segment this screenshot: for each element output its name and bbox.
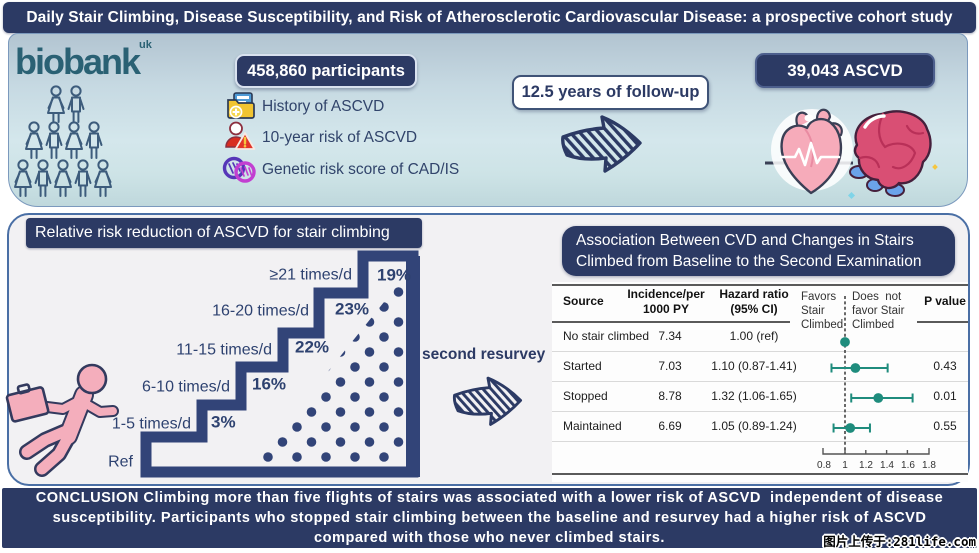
forest-label-favors: Favors Stair Climbed <box>801 291 844 331</box>
stair-step-value: 16% <box>252 375 286 394</box>
results-table: Source Incidence/per 1000 PY Hazard rati… <box>552 282 968 482</box>
row-separator <box>552 351 968 352</box>
row-incidence: 8.78 <box>658 389 682 403</box>
col-header-incidence-line2: 1000 PY <box>642 302 690 316</box>
forest-points <box>830 337 914 433</box>
resurvey-label: second resurvey <box>422 346 546 363</box>
row-incidence: 6.69 <box>658 419 682 433</box>
stair-step-label: ≥21 times/d <box>269 267 352 284</box>
conclusion-line: compared with those who never climbed st… <box>314 530 665 546</box>
briefcase-icon <box>5 383 50 423</box>
main-title-bar: Daily Stair Climbing, Disease Susceptibi… <box>3 2 976 33</box>
population-crowd-icon <box>14 85 112 197</box>
biobank-logo-uk: uk <box>139 39 152 51</box>
forest-label-does-not-favor: Does not favor Stair Climbed <box>852 291 905 331</box>
dna-icon <box>222 156 256 183</box>
medical-history-folder-icon <box>227 92 255 119</box>
stair-step-value: 23% <box>335 300 369 319</box>
forest-plot: 0.8 1 1.2 1.4 1.6 1.8 <box>817 296 936 471</box>
risk-item-label: Genetic risk score of CAD/IS <box>262 161 460 178</box>
conclusion-bar: CONCLUSION Climbing more than five fligh… <box>2 488 977 548</box>
outcome-count: 39,043 ASCVD <box>787 60 903 80</box>
stair-chart: Ref 1-5 times/d 6-10 times/d 11-15 times… <box>5 250 420 478</box>
axis-tick: 1.2 <box>859 460 873 471</box>
forest-axis <box>822 448 930 455</box>
table-panel-title-line2: Climbed from Baseline to the Second Exam… <box>576 253 922 270</box>
conclusion-line: susceptibility. Participants who stopped… <box>52 510 927 526</box>
row-source: No stair climbed <box>563 329 650 343</box>
row-source: Maintained <box>563 419 622 433</box>
stair-step-value: 19% <box>377 266 411 285</box>
table-top-rule <box>552 284 968 286</box>
runner-icon <box>5 363 119 477</box>
table-header-rule-right <box>917 321 968 323</box>
row-separator <box>552 411 968 412</box>
axis-tick: 0.8 <box>817 460 831 471</box>
axis-tick: 1.6 <box>901 460 915 471</box>
axis-tick: 1 <box>842 460 848 471</box>
participants-badge: 458,860 participants <box>235 54 417 88</box>
row-hazard: 1.05 (0.89-1.24) <box>711 419 797 433</box>
row-incidence: 7.03 <box>658 359 682 373</box>
participants-count: 458,860 participants <box>247 61 405 80</box>
table-panel-title: Association Between CVD and Changes in S… <box>562 226 955 276</box>
stairs-panel-title: Relative risk reduction of ASCVD for sta… <box>26 218 422 248</box>
conclusion-line: CONCLUSION Climbing more than five fligh… <box>35 490 944 506</box>
row-source: Started <box>563 359 602 373</box>
risk-item-label: History of ASCVD <box>262 98 385 115</box>
row-hazard: 1.10 (0.87-1.41) <box>711 359 797 373</box>
stair-step-value: 22% <box>295 338 329 357</box>
followup-duration: 12.5 years of follow-up <box>521 83 700 101</box>
row-source: Stopped <box>563 389 608 403</box>
main-title: Daily Stair Climbing, Disease Susceptibi… <box>26 8 953 26</box>
risk-item-label: 10-year risk of ASCVD <box>262 129 418 146</box>
col-header-source: Source <box>563 294 604 308</box>
heart-icon <box>779 108 843 195</box>
row-pvalue: 0.55 <box>933 419 957 433</box>
row-hazard: 1.00 (ref) <box>729 329 779 343</box>
patient-warning-icon <box>225 121 256 150</box>
col-header-incidence-line1: Incidence/per <box>627 287 705 301</box>
dots-area <box>247 271 409 472</box>
row-incidence: 7.34 <box>658 329 682 343</box>
row-separator <box>552 381 968 382</box>
row-separator <box>552 441 968 442</box>
outcome-badge: 39,043 ASCVD <box>755 53 935 88</box>
table-panel-title-line1: Association Between CVD and Changes in S… <box>576 232 914 249</box>
axis-tick: 1.8 <box>922 460 936 471</box>
table-bottom-rule <box>552 473 968 475</box>
axis-tick: 1.4 <box>880 460 894 471</box>
resurvey-arrow-icon <box>452 376 523 426</box>
followup-arrow-icon <box>561 115 642 173</box>
stair-ref-label: Ref <box>108 454 133 471</box>
stair-step-label: 1-5 times/d <box>112 416 191 433</box>
row-pvalue: 0.43 <box>933 359 957 373</box>
biobank-logo-text: biobank <box>15 41 141 82</box>
stair-step-label: 11-15 times/d <box>176 342 272 359</box>
watermark: 图片上传于:281life.com <box>823 534 976 549</box>
row-hazard: 1.32 (1.06-1.65) <box>711 389 797 403</box>
col-header-hazard-line1: Hazard ratio <box>719 287 789 301</box>
heart-brain-icon <box>765 108 938 200</box>
col-header-hazard-line2: (95% CI) <box>730 302 778 316</box>
col-header-pvalue: P value <box>924 294 966 308</box>
table-header-rule-left <box>552 321 790 323</box>
stair-step-label: 16-20 times/d <box>212 303 309 320</box>
stair-step-value: 3% <box>211 413 236 432</box>
row-pvalue: 0.01 <box>933 389 957 403</box>
brain-icon <box>847 110 938 200</box>
followup-badge: 12.5 years of follow-up <box>512 75 709 110</box>
stair-step-label: 6-10 times/d <box>142 379 230 396</box>
biobank-logo: biobankuk <box>15 40 152 82</box>
stairs-panel-title-text: Relative risk reduction of ASCVD for sta… <box>35 224 390 241</box>
